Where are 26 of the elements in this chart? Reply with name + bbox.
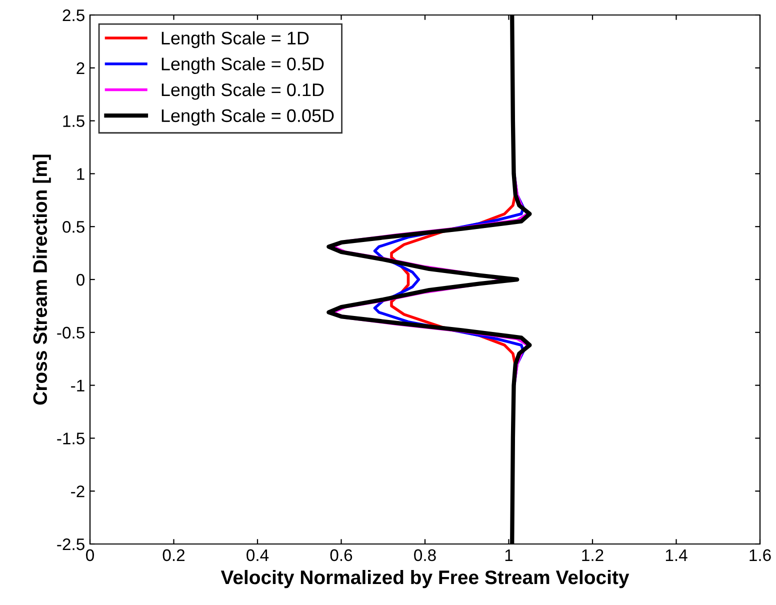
x-axis-title: Velocity Normalized by Free Stream Velocity [220,570,630,588]
y-tick-label: -1 [71,380,84,392]
x-tick-label: 1.2 [582,549,604,561]
x-tick-label: 1 [505,549,513,561]
x-tick-label: 0 [86,549,94,562]
y-tick-label: 1 [77,168,84,180]
y-tick-label: 1.5 [63,115,84,128]
y-tick-label: 2.5 [62,9,84,22]
y-tick-label: -2.5 [57,538,84,550]
y-tick-label: 0 [76,274,84,286]
legend-label: Length Scale = 0.05D [162,108,334,126]
y-tick-label: 0.5 [62,221,84,233]
x-tick-label: 1.4 [666,549,688,561]
legend-label: Length Scale = 0.5D [162,57,324,74]
legend-label: Length Scale = 0.1D [162,82,324,100]
legend-label: Length Scale = 1D [162,31,309,48]
x-tick-label: 0.8 [414,549,436,562]
x-tick-label: 0.2 [162,549,184,562]
y-tick-label: -1.5 [57,432,84,444]
y-axis-title: Cross Stream Direction [m] [32,154,51,405]
x-tick-label: 1.6 [750,549,771,562]
x-tick-label: 0.6 [330,549,352,562]
y-tick-label: -0.5 [57,326,84,339]
y-tick-label: 2 [76,62,84,74]
y-tick-label: -2 [71,486,84,498]
x-tick-label: 0.4 [246,549,269,562]
